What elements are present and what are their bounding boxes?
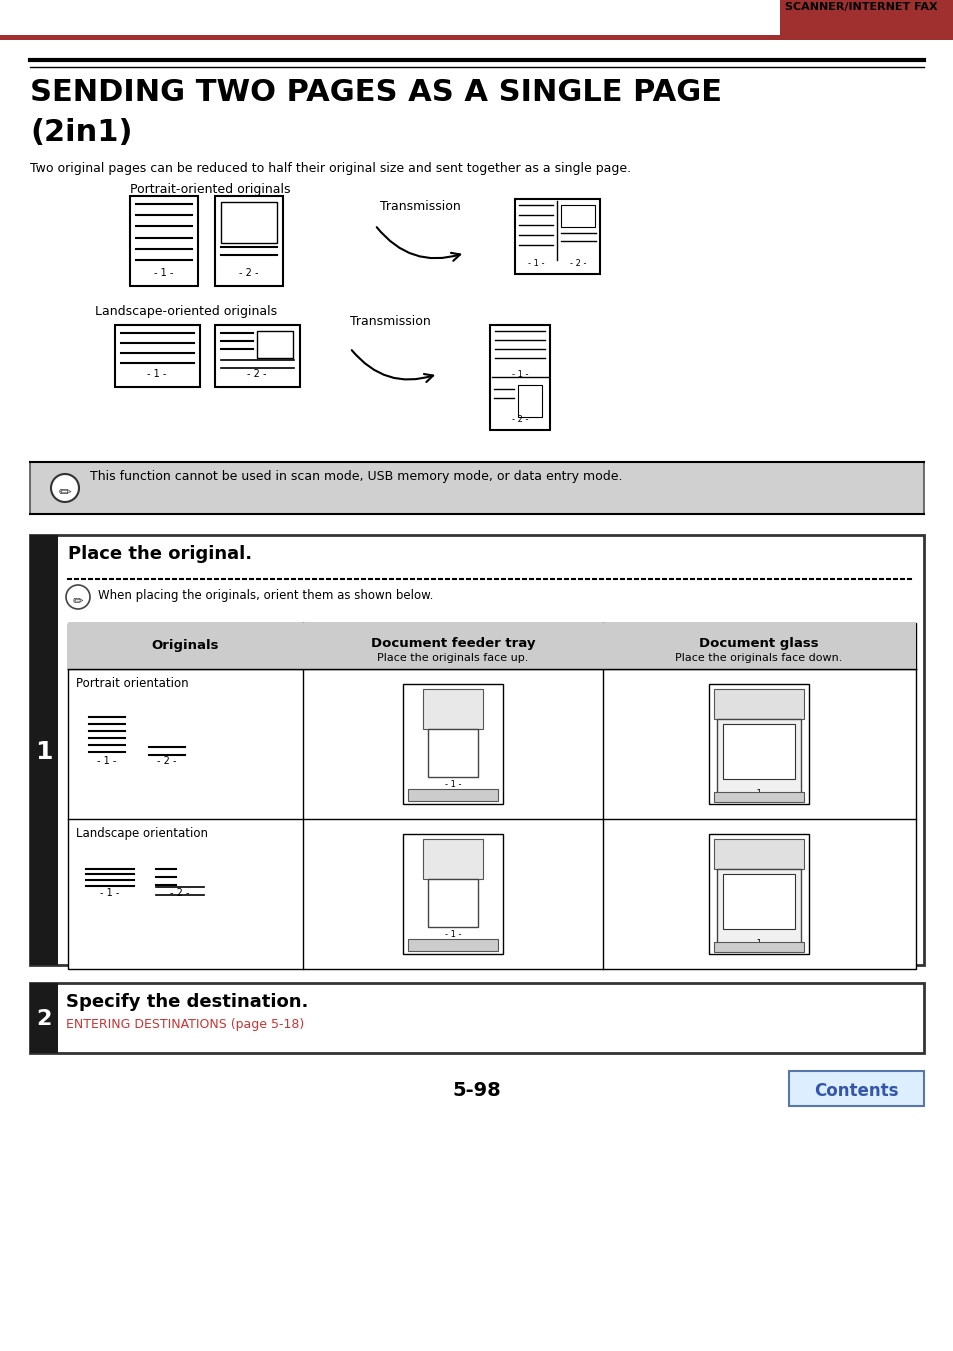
Bar xyxy=(713,792,803,802)
Text: - 1 -: - 1 - xyxy=(97,757,116,766)
Bar xyxy=(560,205,595,227)
Bar xyxy=(180,867,204,885)
Text: Place the originals face up.: Place the originals face up. xyxy=(377,653,528,663)
Bar xyxy=(490,326,550,430)
Circle shape xyxy=(51,474,79,503)
Bar xyxy=(717,869,801,944)
Bar xyxy=(30,535,58,965)
Text: Portrait-oriented originals: Portrait-oriented originals xyxy=(130,182,291,196)
Bar xyxy=(115,326,200,386)
Bar xyxy=(717,719,801,794)
Text: 2: 2 xyxy=(36,1009,51,1029)
Bar xyxy=(402,834,502,954)
Bar xyxy=(143,709,191,774)
Text: This function cannot be used in scan mode, USB memory mode, or data entry mode.: This function cannot be used in scan mod… xyxy=(90,470,622,484)
Text: Landscape-oriented originals: Landscape-oriented originals xyxy=(95,305,276,317)
Bar xyxy=(422,839,482,880)
Bar xyxy=(150,861,210,907)
Text: Portrait orientation: Portrait orientation xyxy=(76,677,189,690)
Bar xyxy=(428,730,477,777)
Bar xyxy=(221,203,276,243)
Bar xyxy=(214,196,283,286)
Text: Landscape orientation: Landscape orientation xyxy=(76,827,208,840)
Bar xyxy=(68,623,915,669)
Text: ✏: ✏ xyxy=(58,485,71,500)
Text: - 1 -: - 1 - xyxy=(147,369,167,380)
Text: Document feeder tray: Document feeder tray xyxy=(371,638,535,650)
Text: 5-98: 5-98 xyxy=(452,1081,501,1100)
Bar xyxy=(83,709,131,774)
Bar xyxy=(422,689,482,730)
Bar xyxy=(68,623,915,969)
Bar xyxy=(708,834,808,954)
Text: - 1 -: - 1 - xyxy=(750,789,766,798)
Text: - 1 -: - 1 - xyxy=(750,939,766,948)
Text: Transmission: Transmission xyxy=(349,315,430,328)
Text: - 2 -: - 2 - xyxy=(170,888,190,898)
Bar xyxy=(708,684,808,804)
Text: ENTERING DESTINATIONS (page 5-18): ENTERING DESTINATIONS (page 5-18) xyxy=(66,1019,304,1031)
Text: - 2 -: - 2 - xyxy=(569,259,586,267)
Text: Place the original.: Place the original. xyxy=(68,544,252,563)
Bar xyxy=(713,942,803,952)
Bar xyxy=(515,199,599,274)
Bar xyxy=(722,724,794,780)
Bar xyxy=(780,0,953,36)
Text: - 1 -: - 1 - xyxy=(154,267,173,278)
Text: - 1 -: - 1 - xyxy=(511,370,528,380)
Bar xyxy=(149,715,185,743)
Text: - 2 -: - 2 - xyxy=(511,415,528,424)
FancyArrowPatch shape xyxy=(376,227,459,261)
Bar xyxy=(214,326,299,386)
Bar xyxy=(256,331,293,358)
Text: SCANNER/INTERNET FAX: SCANNER/INTERNET FAX xyxy=(784,1,937,12)
Bar xyxy=(80,861,140,907)
Bar xyxy=(517,385,541,417)
Text: 1: 1 xyxy=(35,740,52,765)
Bar xyxy=(713,689,803,719)
Bar xyxy=(30,462,923,513)
Text: Contents: Contents xyxy=(813,1082,898,1100)
Bar xyxy=(30,984,58,1052)
Bar xyxy=(408,789,497,801)
Text: Document glass: Document glass xyxy=(699,638,818,650)
Text: ✏: ✏ xyxy=(72,596,83,608)
Bar xyxy=(30,984,923,1052)
Text: - 2 -: - 2 - xyxy=(247,369,267,380)
Bar xyxy=(130,196,198,286)
Text: Transmission: Transmission xyxy=(379,200,460,213)
Text: - 1 -: - 1 - xyxy=(527,259,543,267)
Text: When placing the originals, orient them as shown below.: When placing the originals, orient them … xyxy=(98,589,433,603)
Text: - 1 -: - 1 - xyxy=(444,780,460,789)
Bar xyxy=(428,880,477,927)
Text: Two original pages can be reduced to half their original size and sent together : Two original pages can be reduced to hal… xyxy=(30,162,631,176)
Bar xyxy=(0,35,953,41)
Bar xyxy=(713,839,803,869)
FancyArrowPatch shape xyxy=(352,350,433,382)
Bar xyxy=(722,874,794,929)
Text: SENDING TWO PAGES AS A SINGLE PAGE: SENDING TWO PAGES AS A SINGLE PAGE xyxy=(30,78,721,107)
Bar xyxy=(408,939,497,951)
Text: Specify the destination.: Specify the destination. xyxy=(66,993,308,1011)
Text: (2in1): (2in1) xyxy=(30,118,132,147)
Text: - 2 -: - 2 - xyxy=(157,757,176,766)
Text: - 1 -: - 1 - xyxy=(444,929,460,939)
Text: Place the originals face down.: Place the originals face down. xyxy=(675,653,841,663)
Bar xyxy=(402,684,502,804)
Bar xyxy=(30,535,923,965)
Circle shape xyxy=(66,585,90,609)
Text: - 1 -: - 1 - xyxy=(100,888,119,898)
Text: Originals: Originals xyxy=(152,639,218,653)
Bar xyxy=(788,1071,923,1106)
Text: - 2 -: - 2 - xyxy=(239,267,258,278)
